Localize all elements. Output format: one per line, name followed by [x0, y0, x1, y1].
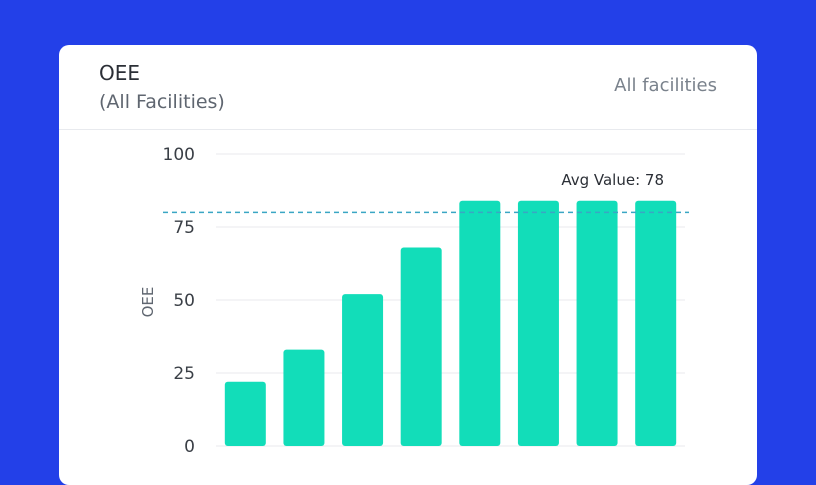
y-tick-label: 50: [173, 291, 195, 311]
oee-card: OEE (All Facilities) All facilities 0 25 5…: [59, 45, 757, 485]
average-label: Avg Value: 78: [561, 171, 664, 189]
y-tick-label: 75: [173, 218, 195, 238]
y-tick-label: 25: [173, 364, 195, 384]
bar[interactable]: [400, 247, 442, 446]
y-axis-ticks: 0 25 50 75 100: [163, 145, 195, 457]
bar[interactable]: [576, 200, 618, 446]
bar[interactable]: [283, 349, 325, 446]
bars: [224, 200, 677, 446]
y-axis-title: OEE: [139, 287, 157, 318]
card-header: OEE (All Facilities) All facilities: [59, 45, 757, 130]
facility-filter[interactable]: All facilities: [614, 75, 717, 96]
card-subtitle: (All Facilities): [99, 91, 225, 113]
bar[interactable]: [517, 200, 559, 446]
average-line-group: Avg Value: 78: [163, 171, 689, 214]
card-title: OEE: [99, 61, 141, 85]
bar[interactable]: [224, 381, 266, 446]
y-tick-label: 0: [184, 437, 195, 457]
bar[interactable]: [635, 200, 677, 446]
bar[interactable]: [342, 294, 384, 446]
y-tick-label: 100: [163, 145, 195, 165]
bar[interactable]: [459, 200, 501, 446]
oee-bar-chart: 0 25 50 75 100 Avg Value: 78 OEE: [139, 145, 689, 457]
